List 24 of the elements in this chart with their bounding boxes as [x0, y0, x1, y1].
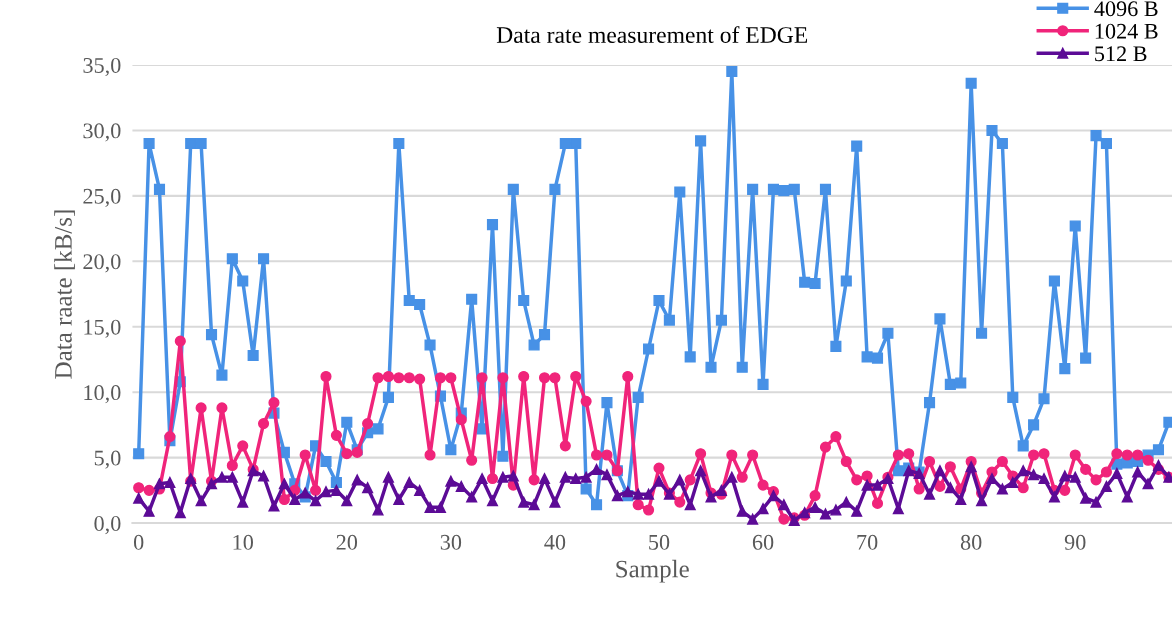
legend-label: 4096 B: [1094, 1, 1158, 17]
x-tick-label: 30: [440, 534, 462, 550]
x-tick-label: 0: [133, 534, 144, 550]
y-tick-label: 5,0: [94, 450, 121, 469]
x-tick-label: 40: [544, 534, 566, 550]
y-tick-label: 35,0: [83, 57, 121, 77]
legend-label: 512 B: [1095, 46, 1147, 62]
y-tick-label: 10,0: [84, 385, 121, 404]
y-tick-label: 15,0: [84, 319, 121, 338]
chart-title: Data rate measurement of EDGE: [496, 26, 808, 44]
legend-label: 1024 B: [1095, 23, 1158, 39]
y-tick-label: 25,0: [83, 188, 121, 207]
x-tick-label: 10: [233, 534, 253, 550]
y-tick-label: 0,0: [94, 515, 121, 535]
x-tick-label: 70: [857, 534, 878, 550]
x-tick-label: 60: [752, 534, 774, 550]
x-tick-label: 50: [649, 534, 670, 550]
x-tick-label: 90: [1064, 534, 1086, 550]
y-tick-label: 20,0: [83, 254, 121, 273]
x-axis-title: Sample: [616, 559, 689, 583]
x-tick-label: 80: [960, 534, 982, 550]
x-tick-label: 20: [336, 534, 358, 550]
y-axis-title: Data raate [kB/s]: [54, 210, 75, 379]
y-tick-label: 30,0: [83, 123, 121, 142]
